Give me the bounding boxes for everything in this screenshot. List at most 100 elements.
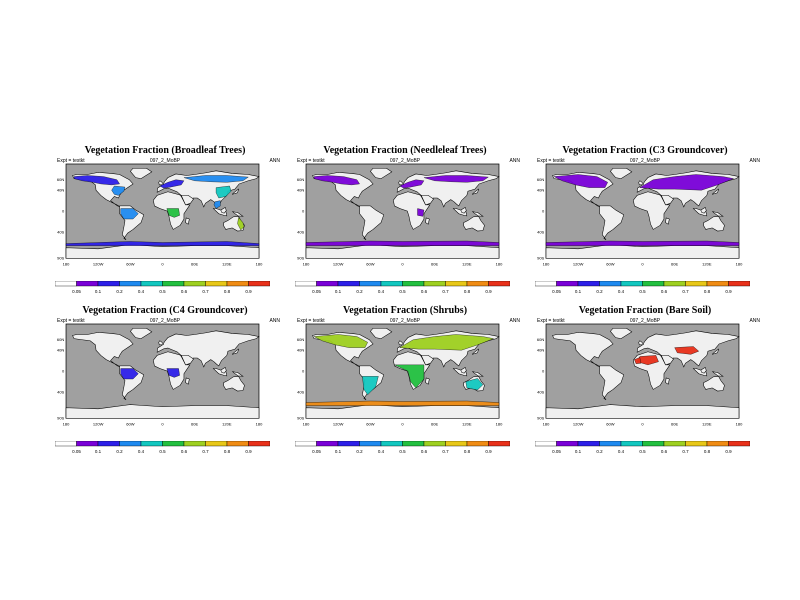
colorbar-swatch <box>423 281 446 287</box>
vegetation-region-amazonia <box>120 208 139 220</box>
colorbar: 0.05 0.1 0.2 0.4 0.5 0.6 0.7 0.8 0.9 <box>535 441 750 454</box>
lon-tick-label: 0 <box>641 261 644 266</box>
colorbar-tick-label: 0.05 <box>72 289 81 294</box>
lon-tick-label: 120W <box>573 421 584 426</box>
land-uk <box>638 180 645 186</box>
colorbar-swatch <box>205 281 228 287</box>
vegetation-region-north-america-boreal <box>73 175 120 186</box>
vegetation-region-siberia <box>423 175 489 183</box>
land-japan <box>231 348 240 355</box>
land-new-guinea <box>471 371 484 377</box>
colorbar-swatch <box>183 281 206 287</box>
colorbar-swatch <box>556 441 579 447</box>
lon-tick-label: 120W <box>573 261 584 266</box>
colorbar-tick-label: 0.1 <box>575 449 582 454</box>
panel-title: Vegetation Fraction (Broadleaf Trees) <box>84 145 246 156</box>
colorbar-tick-label: 0.05 <box>72 449 81 454</box>
colorbar-swatch <box>620 441 643 447</box>
colorbar-tick-label: 0.5 <box>639 449 646 454</box>
colorbar-swatch <box>248 281 270 287</box>
colorbar-tick-label: 0.9 <box>245 449 252 454</box>
land-borneo <box>700 367 707 374</box>
vegetation-region-north-america <box>313 334 368 348</box>
colorbar-tick-label: 0.7 <box>682 289 689 294</box>
lat-tick-label: 40S <box>57 229 64 234</box>
panel-c3-groundcover: Vegetation Fraction (C3 Groundcover) Expt… <box>530 145 760 305</box>
land-new-guinea <box>471 211 484 217</box>
vegetation-region-arabia-central-asia <box>674 346 700 355</box>
panel-title: Vegetation Fraction (Shrubs) <box>342 305 468 316</box>
vegetation-region-north-america-boreal <box>313 175 360 186</box>
period-label: ANN <box>509 158 520 164</box>
colorbar-swatch <box>620 281 643 287</box>
vegetation-region-australia <box>465 378 484 391</box>
lat-tick-label: 90S <box>57 256 64 261</box>
run-label: 097_2_MoBP <box>149 158 181 164</box>
colorbar-swatch <box>685 441 708 447</box>
lat-tick-label: 40N <box>57 348 64 353</box>
land-indonesia <box>692 368 708 377</box>
land-madagascar <box>425 377 430 385</box>
colorbar-tick-label: 0.05 <box>552 449 561 454</box>
land-indonesia <box>452 208 468 217</box>
lat-tick-label: 40S <box>297 389 304 394</box>
colorbar-tick-label: 0.8 <box>704 289 711 294</box>
land-indonesia <box>212 368 228 377</box>
colorbar-swatch <box>663 281 686 287</box>
colorbar-swatch <box>76 441 99 447</box>
colorbar-swatch <box>706 281 729 287</box>
lon-tick-label: 120E <box>462 261 472 266</box>
colorbar-swatch <box>466 281 489 287</box>
lon-tick-label: 60W <box>606 261 614 266</box>
land-new-guinea <box>711 371 724 377</box>
lat-tick-label: 40S <box>297 229 304 234</box>
panel-bare-soil: Vegetation Fraction (Bare Soil) Expt = te… <box>530 305 760 465</box>
colorbar: 0.05 0.1 0.2 0.4 0.5 0.6 0.7 0.8 0.9 <box>55 281 270 294</box>
land-japan <box>711 188 720 195</box>
colorbar-tick-label: 0.1 <box>575 289 582 294</box>
land-arabia <box>180 355 194 366</box>
colorbar-swatch <box>706 441 729 447</box>
lat-tick-label: 40N <box>297 348 304 353</box>
lon-tick-label: 180 <box>303 421 310 426</box>
run-label: 097_2_MoBP <box>389 158 421 164</box>
lon-tick-label: 0 <box>161 261 164 266</box>
panel-c4-groundcover: Vegetation Fraction (C4 Groundcover) Expt… <box>50 305 280 465</box>
land-africa <box>393 191 431 230</box>
land-south-america <box>599 205 625 241</box>
colorbar-swatch <box>226 281 249 287</box>
lon-tick-label: 120W <box>93 421 104 426</box>
colorbar-tick-label: 0.9 <box>725 449 732 454</box>
land-arabia <box>420 195 434 206</box>
period-label: ANN <box>269 318 280 324</box>
vegetation-region-amazonia <box>120 368 139 380</box>
vegetation-region-southern-band <box>545 240 740 246</box>
lat-tick-label: 0 <box>302 208 305 213</box>
colorbar-tick-label: 0.05 <box>552 289 561 294</box>
colorbar-swatch <box>402 441 425 447</box>
colorbar: 0.05 0.1 0.2 0.4 0.5 0.6 0.7 0.8 0.9 <box>535 281 750 294</box>
run-label: 097_2_MoBP <box>629 158 661 164</box>
lon-tick-label: 180 <box>736 421 743 426</box>
panel-title: Vegetation Fraction (C3 Groundcover) <box>562 145 728 156</box>
vegetation-region-africa <box>394 364 425 389</box>
land-australia <box>463 216 485 232</box>
land-indonesia <box>452 368 468 377</box>
colorbar-tick-label: 0.9 <box>485 289 492 294</box>
lon-tick-label: 180 <box>496 261 503 266</box>
colorbar-swatch <box>337 281 360 287</box>
lon-tick-label: 60E <box>191 261 198 266</box>
lon-tick-label: 180 <box>543 261 550 266</box>
lat-tick-label: 0 <box>302 368 305 373</box>
vegetation-region-siberia <box>183 175 249 183</box>
colorbar-tick-label: 0.7 <box>442 289 449 294</box>
run-label: 097_2_MoBP <box>149 318 181 324</box>
lon-tick-label: 0 <box>161 421 164 426</box>
land-japan <box>471 348 480 355</box>
colorbar-tick-label: 0.6 <box>661 289 668 294</box>
colorbar-tick-label: 0.4 <box>618 289 625 294</box>
land-greenland <box>130 167 153 179</box>
lon-tick-label: 180 <box>496 421 503 426</box>
